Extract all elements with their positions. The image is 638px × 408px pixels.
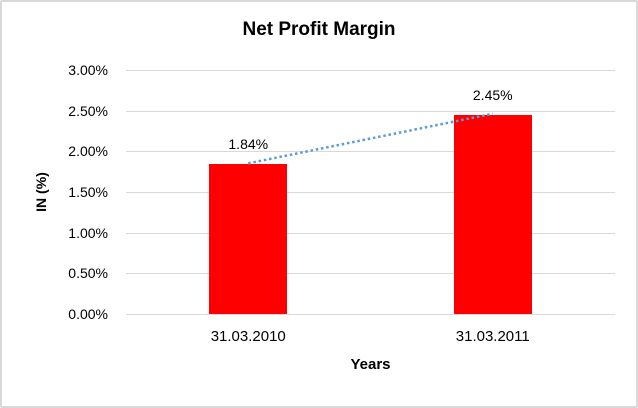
y-tick-label: 1.50% (68, 184, 108, 200)
chart-title: Net Profit Margin (242, 19, 396, 40)
x-tick-label: 31.03.2010 (210, 328, 286, 345)
gridline (126, 70, 615, 71)
plot-area (126, 70, 615, 315)
x-axis-title: Years (350, 356, 391, 373)
bar-31.03.2010[interactable] (209, 164, 288, 314)
gridline (126, 273, 615, 275)
y-tick-label: 2.00% (68, 143, 108, 160)
gridline (126, 232, 615, 234)
gridline (126, 314, 615, 315)
y-tick-label: 2.50% (68, 102, 108, 119)
data-label: 1.84% (228, 136, 269, 153)
gridline (126, 192, 615, 193)
y-tick-label: 3.00% (68, 62, 108, 78)
y-tick-label: 0.50% (68, 265, 108, 282)
gridline (126, 110, 615, 112)
data-label: 2.45% (472, 86, 513, 103)
y-tick-label: 1.00% (68, 224, 108, 241)
y-tick-label: 0.00% (68, 306, 108, 322)
x-tick-label: 31.03.2011 (455, 328, 530, 345)
bar-31.03.2011[interactable] (453, 114, 532, 314)
